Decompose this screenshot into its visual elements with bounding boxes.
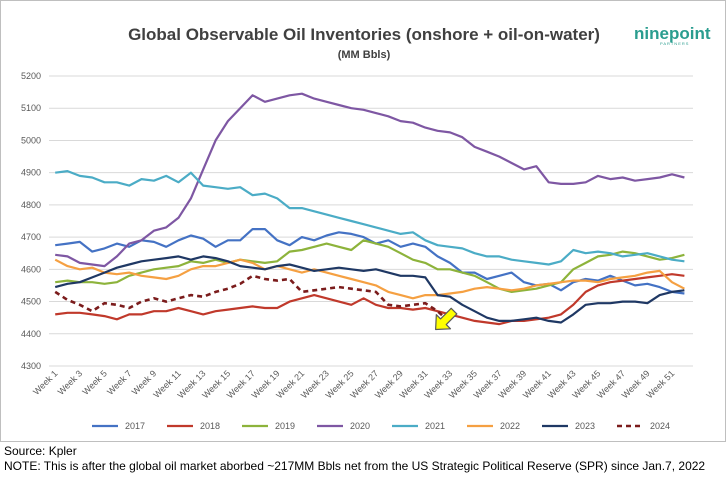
series-line-2021 bbox=[55, 170, 685, 266]
logo-text: ninepoint bbox=[634, 24, 711, 43]
y-tick-label: 4600 bbox=[21, 264, 41, 274]
series-line-2023 bbox=[54, 255, 685, 324]
x-tick-label: Week 5 bbox=[80, 368, 109, 397]
arrow-annotation bbox=[435, 307, 458, 331]
annotation bbox=[435, 307, 458, 331]
y-tick-label: 5100 bbox=[21, 103, 41, 113]
series-lines bbox=[54, 92, 685, 326]
series-line-2018 bbox=[55, 273, 685, 326]
series-line-2024 bbox=[54, 274, 451, 324]
legend-label: 2019 bbox=[275, 421, 295, 431]
ninepoint-logo: ninepoint PARTNERS bbox=[634, 24, 711, 46]
spr-note: NOTE: This is after the global oil marke… bbox=[4, 459, 706, 473]
series-line-2020 bbox=[55, 92, 685, 268]
y-tick-label: 4700 bbox=[21, 232, 41, 242]
logo-subtext: PARTNERS bbox=[660, 41, 689, 46]
x-tick-label: Week 3 bbox=[56, 368, 85, 397]
arrow-shape bbox=[435, 307, 458, 331]
y-tick-label: 4800 bbox=[21, 200, 41, 210]
y-tick-label: 4400 bbox=[21, 329, 41, 339]
y-tick-label: 4500 bbox=[21, 297, 41, 307]
chart-title: Global Observable Oil Inventories (onsho… bbox=[128, 25, 600, 44]
legend-label: 2018 bbox=[200, 421, 220, 431]
y-tick-label: 5000 bbox=[21, 135, 41, 145]
legend-label: 2024 bbox=[650, 421, 670, 431]
chart: Global Observable Oil Inventories (onsho… bbox=[21, 24, 711, 431]
legend-label: 2020 bbox=[350, 421, 370, 431]
legend-label: 2021 bbox=[425, 421, 445, 431]
source-note: Source: Kpler bbox=[4, 444, 77, 458]
y-tick-label: 4900 bbox=[21, 168, 41, 178]
chart-frame bbox=[0, 0, 726, 442]
series-line-2022 bbox=[54, 258, 685, 300]
gridlines bbox=[49, 75, 693, 367]
y-tick-label: 5200 bbox=[21, 71, 41, 81]
y-axis: 4300 4400 4500 4600 4700 4800 4900 5000 5100 5200 bbox=[21, 71, 41, 371]
series-line-2019 bbox=[55, 239, 685, 293]
legend-label: 2023 bbox=[575, 421, 595, 431]
chart-subtitle: (MM Bbls) bbox=[338, 49, 391, 61]
legend-label: 2022 bbox=[500, 421, 520, 431]
x-tick-label: Week 7 bbox=[105, 368, 134, 397]
legend: 2017 2018 2019 2020 2021 2022 2023 2024 bbox=[92, 421, 670, 431]
y-tick-label: 4300 bbox=[21, 361, 41, 371]
legend-label: 2017 bbox=[125, 421, 145, 431]
footer: Source: Kpler NOTE: This is after the gl… bbox=[4, 444, 728, 474]
x-tick-label: Week 1 bbox=[31, 368, 60, 397]
